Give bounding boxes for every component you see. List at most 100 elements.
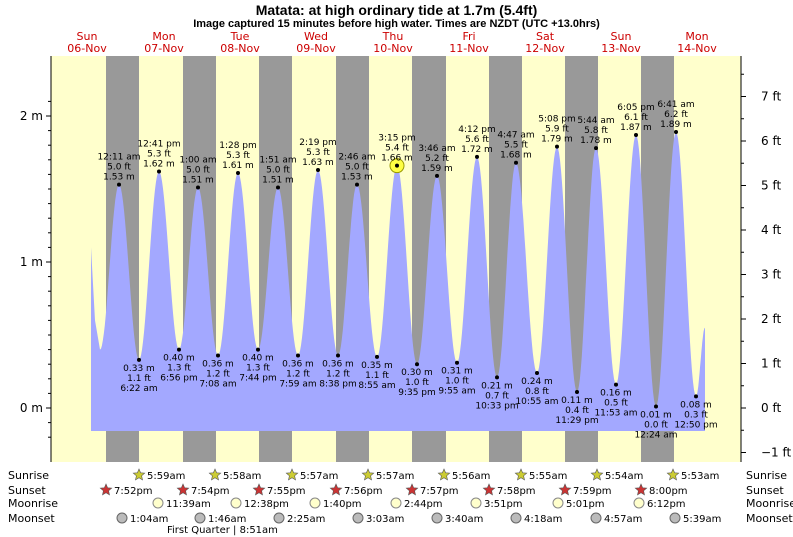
sunrise-icon [285,468,299,481]
tide-label-high: 3:46 am [418,144,455,154]
moonset-time-3: 3:03am [366,514,404,525]
tide-label-high: 5:44 am [577,116,614,126]
tide-label-high: 5.0 ft [107,163,131,173]
right-tick-label-7: 0 ft [761,401,781,415]
row-label-right-0: Sunrise [746,469,787,482]
tide-label-high: 5.6 ft [465,135,489,145]
tide-label-low: 0.21 m [481,381,513,391]
tide-label-low: 9:55 am [438,387,475,397]
tide-label-low: 10:33 pm [475,401,518,411]
sunset-time-1: 7:54pm [191,486,230,497]
tide-label-low: 0.36 m [322,359,354,369]
tide-label-low: 1.2 ft [286,369,310,379]
tide-label-high: 5.3 ft [306,148,330,158]
tide-label-low: 11:29 pm [555,416,598,426]
tide-label-low: 0.16 m [600,389,632,399]
sunset-icon [329,483,343,496]
sunset-time-6: 7:59pm [573,486,612,497]
day-name-6: Sat [536,30,555,43]
tide-label-low: 1.2 ft [206,369,230,379]
moonset-time-0: 1:04am [130,514,168,525]
tide-point-12 [355,182,359,187]
tide-label-low: 1.0 ft [405,378,429,388]
tide-label-low: 6:22 am [120,384,157,394]
sunrise-time-0: 5:59am [147,471,185,482]
tide-label-low: 8:38 pm [319,379,357,389]
tide-label-low: 1.3 ft [246,364,270,374]
tide-label-low: 0.08 m [680,400,712,410]
tide-label-high: 6.1 ft [624,113,648,123]
moon-phase-label: First Quarter | 8:51am [167,525,278,536]
tide-label-low: 0.35 m [361,361,393,371]
left-tick-label-2: 0 m [20,401,43,415]
tide-label-high: 1.61 m [222,161,254,171]
tide-label-high: 1.53 m [103,173,135,183]
moonrise-time-1: 12:38pm [244,499,289,510]
moonset-time-1: 1:46am [208,514,246,525]
sunset-icon [405,483,419,496]
moonrise-time-3: 2:44pm [404,499,443,510]
tide-point-11 [336,353,340,358]
tide-label-high: 4:12 pm [458,125,496,135]
row-label-right-3: Moonset [746,512,793,525]
tide-point-17 [455,360,459,365]
sunrise-icon [514,468,528,481]
tide-point-2 [157,169,161,174]
tide-label-low: 0.36 m [282,359,314,369]
tide-point-28 [674,130,678,135]
tide-label-low: 0.8 ft [525,387,549,397]
moonset-time-7: 5:39am [683,514,721,525]
sunset-time-7: 8:00pm [649,486,688,497]
row-label-left-1: Sunset [8,484,46,497]
moonset-icon [669,512,681,524]
tide-point-9 [296,353,300,358]
tide-label-high: 5.9 ft [545,125,569,135]
moonrise-icon [470,497,482,509]
tide-label-low: 0.4 ft [565,406,589,416]
tide-label-low: 1.2 ft [326,369,350,379]
tide-label-high: 2:19 pm [299,138,337,148]
chart-subtitle: Image captured 15 minutes before high wa… [193,18,600,30]
tide-point-23 [575,389,579,394]
right-tick-label-5: 2 ft [761,312,781,326]
tide-label-low: 7:59 am [279,379,316,389]
tide-label-low: 12:50 pm [674,420,717,430]
day-name-5: Fri [462,30,475,43]
moonset-icon [273,512,285,524]
tide-label-low: 1.0 ft [445,377,469,387]
tide-label-high: 1.87 m [620,123,652,133]
sunrise-time-1: 5:58am [223,471,261,482]
tide-label-high: 6:41 am [657,100,694,110]
sunset-icon [252,483,266,496]
right-tick-label-4: 3 ft [761,267,781,281]
day-date-3: 09-Nov [296,42,336,55]
tide-label-high: 5.0 ft [186,166,210,176]
tide-point-5 [216,353,220,358]
sunrise-icon [666,468,680,481]
moonset-time-5: 4:18am [524,514,562,525]
moonrise-icon [633,497,645,509]
tide-label-low: 0.11 m [561,396,593,406]
sunrise-time-7: 5:53am [681,471,719,482]
tide-label-high: 5.0 ft [345,163,369,173]
day-name-4: Thu [382,30,404,43]
sunrise-time-4: 5:56am [452,471,490,482]
tide-point-10 [316,168,320,173]
tide-point-7 [256,347,260,352]
moonrise-time-0: 11:39am [166,499,211,510]
sunrise-icon [361,468,375,481]
moonset-icon [352,512,364,524]
tide-label-low: 7:44 pm [239,374,277,384]
tide-point-24 [594,146,598,151]
tide-label-high: 6:05 pm [617,103,655,113]
sunset-icon [176,483,190,496]
tide-label-low: 0.7 ft [485,391,509,401]
tide-label-low: 0.30 m [401,368,433,378]
day-date-6: 12-Nov [525,42,565,55]
tide-label-low: 8:55 am [358,381,395,391]
moonrise-time-2: 1:40pm [323,499,362,510]
day-date-7: 13-Nov [601,42,641,55]
tide-label-high: 5.2 ft [425,154,449,164]
tide-label-low: 0.36 m [202,359,234,369]
tide-label-low: 12:24 am [634,431,677,441]
